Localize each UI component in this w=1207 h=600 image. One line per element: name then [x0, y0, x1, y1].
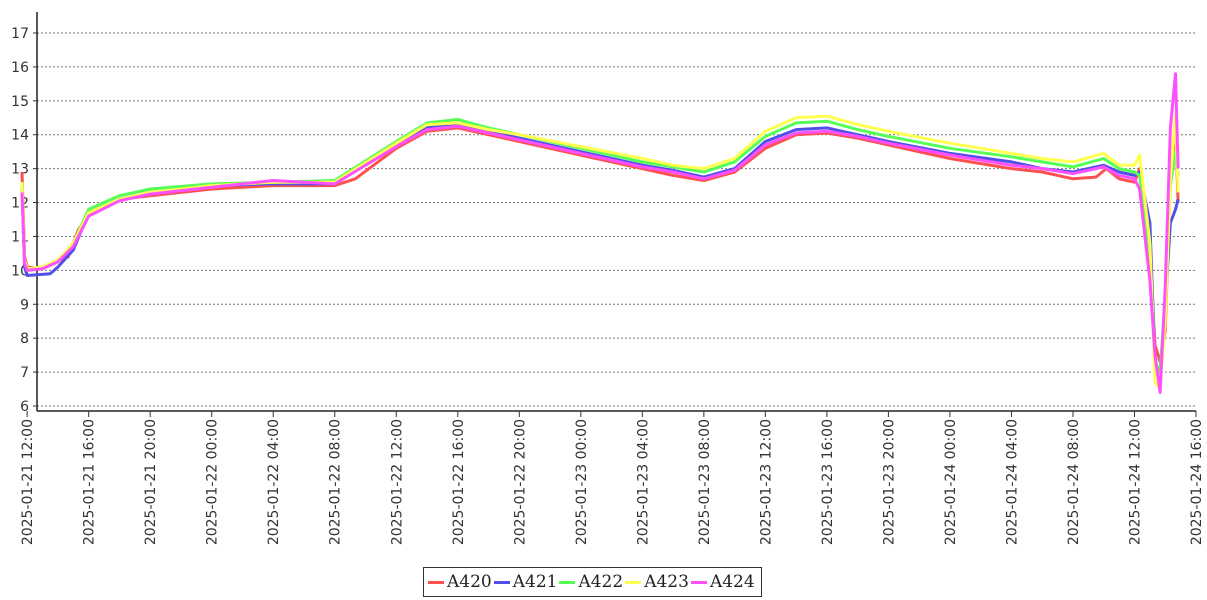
- legend-item-a424: A424: [690, 572, 755, 592]
- x-tick-label: 2025-01-23 04:00: [635, 419, 651, 545]
- x-tick-label: 2025-01-23 00:00: [574, 419, 590, 545]
- legend-swatch: [493, 580, 510, 584]
- x-tick-label: 2025-01-23 16:00: [820, 419, 836, 545]
- legend-item-a421: A421: [493, 572, 558, 592]
- x-tick-label: 2025-01-22 20:00: [512, 419, 528, 545]
- grid-lines: [37, 32, 1196, 407]
- y-tick-label: 13: [11, 162, 29, 178]
- x-tick-label: 2025-01-22 08:00: [328, 419, 344, 545]
- series-line-a423: [20, 112, 1180, 391]
- legend-item-a423: A423: [625, 572, 689, 592]
- legend-swatch: [428, 580, 444, 584]
- legend-label: A424: [709, 572, 755, 592]
- y-tick-label: 8: [20, 331, 29, 347]
- series-line-a421: [20, 123, 1180, 374]
- series-line-a424: [20, 72, 1180, 394]
- series-lines: [20, 72, 1180, 394]
- y-tick-label: 7: [20, 365, 29, 381]
- y-tick-label: 11: [11, 229, 29, 245]
- x-tick-label: 2025-01-24 16:00: [1189, 419, 1205, 545]
- y-tick-label: 9: [20, 297, 29, 313]
- x-tick-label: 2025-01-23 20:00: [881, 419, 897, 545]
- x-tick-label: 2025-01-24 04:00: [1004, 419, 1020, 545]
- y-tick-label: 15: [11, 94, 29, 110]
- legend-label: A420: [447, 572, 492, 592]
- legend-swatch: [625, 580, 642, 584]
- y-tick-label: 12: [11, 196, 29, 212]
- y-tick-label: 6: [20, 399, 29, 415]
- x-tick-label: 2025-01-21 16:00: [82, 419, 98, 545]
- x-tick-label: 2025-01-22 12:00: [389, 419, 405, 545]
- x-tick-label: 2025-01-22 04:00: [266, 419, 282, 545]
- legend-label: A423: [644, 572, 689, 592]
- legend-item-a422: A422: [559, 572, 623, 592]
- legend-swatch: [559, 580, 576, 584]
- axes: [36, 12, 1196, 412]
- legend-swatch: [690, 580, 707, 584]
- legend-label: A421: [512, 572, 558, 592]
- x-tick-label: 2025-01-24 08:00: [1066, 419, 1082, 545]
- x-tick-label: 2025-01-21 12:00: [20, 419, 36, 545]
- y-tick-label: 16: [11, 60, 29, 76]
- y-tick-label: 14: [11, 128, 29, 144]
- legend-label: A422: [578, 572, 624, 592]
- x-tick-label: 2025-01-22 16:00: [451, 419, 467, 545]
- x-tick-label: 2025-01-21 20:00: [143, 419, 159, 545]
- legend: A420 A421 A422 A423 A424: [423, 567, 762, 597]
- x-tick-label: 2025-01-23 08:00: [697, 419, 713, 545]
- x-tick-label: 2025-01-24 12:00: [1127, 419, 1143, 545]
- x-tick-label: 2025-01-24 00:00: [943, 419, 959, 545]
- y-tick-label: 17: [11, 26, 29, 42]
- series-line-a422: [20, 118, 1180, 374]
- x-tick-label: 2025-01-22 00:00: [205, 419, 221, 545]
- x-tick-label: 2025-01-23 12:00: [758, 419, 774, 545]
- legend-item-a420: A420: [428, 572, 492, 592]
- x-axis-ticks: 2025-01-21 12:00 2025-01-21 16:00 2025-01-…: [20, 411, 1205, 545]
